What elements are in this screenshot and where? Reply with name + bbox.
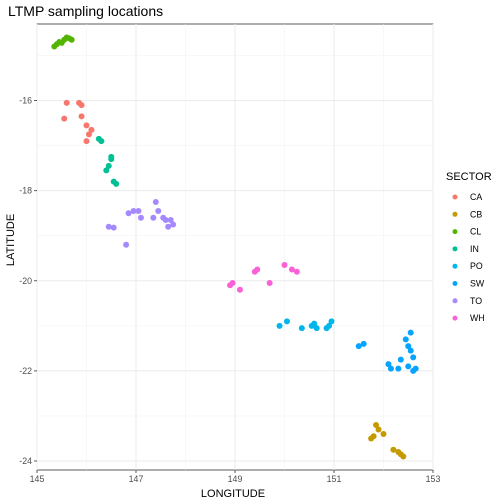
point-po: [311, 320, 318, 327]
point-po: [298, 325, 305, 332]
legend-key-cb: [452, 211, 458, 217]
y-tick-label: -18: [19, 186, 32, 196]
legend-label-to: TO: [470, 296, 482, 306]
point-ca: [85, 131, 92, 138]
point-ca: [61, 115, 68, 122]
point-sw: [355, 343, 362, 350]
data-points: [51, 34, 419, 460]
point-cb: [390, 446, 397, 453]
point-to: [123, 241, 130, 248]
point-to: [105, 223, 112, 230]
point-cb: [373, 421, 380, 428]
point-wh: [229, 280, 236, 287]
point-sw: [385, 361, 392, 368]
x-tick-label: 151: [327, 474, 342, 484]
x-axis-title: LONGITUDE: [201, 488, 265, 500]
point-to: [110, 224, 117, 231]
point-po: [328, 318, 335, 325]
y-tick-label: -24: [19, 456, 32, 466]
point-in: [103, 167, 110, 174]
point-ca: [88, 126, 95, 133]
legend: SECTOR CA CB CL IN PO SW TO WH: [446, 171, 492, 323]
point-sw: [402, 336, 409, 343]
point-po: [276, 322, 283, 329]
legend-label-wh: WH: [470, 313, 485, 323]
legend-label-po: PO: [470, 261, 483, 271]
y-axis-ticks: -16 -18 -20 -22 -24: [19, 96, 37, 466]
point-sw: [407, 329, 414, 336]
point-wh: [236, 286, 243, 293]
point-in: [98, 138, 105, 145]
point-wh: [293, 268, 300, 275]
point-cb: [400, 453, 407, 460]
x-axis-ticks: 145 147 149 151 153: [30, 470, 441, 484]
point-to: [137, 214, 144, 221]
point-to: [130, 207, 137, 214]
point-sw: [410, 354, 417, 361]
point-po: [313, 325, 320, 332]
point-sw: [405, 343, 412, 350]
legend-key-to: [452, 298, 458, 304]
point-wh: [266, 280, 273, 287]
legend-title: SECTOR: [446, 171, 492, 183]
point-cb: [370, 433, 377, 440]
legend-label-cb: CB: [470, 209, 482, 219]
x-tick-label: 145: [30, 474, 45, 484]
point-ca: [78, 102, 85, 109]
legend-label-cl: CL: [470, 227, 481, 237]
point-ca: [83, 122, 90, 129]
point-po: [326, 322, 333, 329]
point-to: [152, 198, 159, 205]
point-wh: [254, 266, 261, 273]
point-in: [108, 156, 115, 163]
point-sw: [397, 356, 404, 363]
point-po: [283, 318, 290, 325]
point-sw: [395, 365, 402, 372]
point-to: [155, 207, 162, 214]
point-sw: [412, 365, 419, 372]
point-to: [162, 216, 169, 223]
legend-key-po: [452, 263, 458, 269]
point-to: [165, 223, 172, 230]
legend-key-cl: [452, 229, 458, 235]
y-axis-title: LATITUDE: [5, 214, 17, 266]
point-cb: [380, 430, 387, 437]
point-sw: [360, 340, 367, 347]
point-ca: [63, 99, 70, 106]
x-tick-label: 147: [129, 474, 144, 484]
legend-key-in: [452, 246, 458, 252]
legend-key-sw: [452, 281, 458, 286]
point-to: [170, 221, 177, 228]
point-to: [125, 210, 132, 217]
point-sw: [407, 347, 414, 354]
point-in: [113, 180, 120, 187]
legend-key-ca: [452, 194, 458, 200]
legend-label-sw: SW: [470, 279, 485, 289]
point-ca: [83, 138, 90, 145]
point-wh: [281, 262, 288, 269]
point-to: [167, 216, 174, 223]
legend-key-wh: [452, 315, 458, 321]
point-to: [150, 214, 157, 221]
legend-label-in: IN: [470, 244, 479, 254]
y-tick-label: -16: [19, 96, 32, 106]
point-in: [105, 162, 112, 169]
x-tick-label: 153: [426, 474, 441, 484]
point-to: [135, 207, 142, 214]
chart-title: LTMP sampling locations: [8, 3, 163, 19]
y-tick-label: -22: [19, 366, 32, 376]
point-sw: [387, 365, 394, 372]
grid-major: [36, 24, 434, 470]
point-cl: [68, 36, 75, 43]
y-tick-label: -20: [19, 276, 32, 286]
point-ca: [78, 113, 85, 120]
point-sw: [405, 363, 412, 370]
legend-label-ca: CA: [470, 192, 482, 202]
x-tick-label: 149: [228, 474, 243, 484]
point-cb: [375, 426, 382, 433]
point-wh: [288, 266, 295, 273]
